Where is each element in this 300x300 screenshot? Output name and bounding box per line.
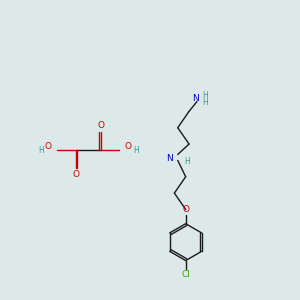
- Text: H: H: [202, 98, 208, 106]
- Text: O: O: [182, 205, 189, 214]
- Text: O: O: [125, 142, 132, 151]
- Text: O: O: [98, 121, 104, 130]
- Text: O: O: [72, 170, 79, 179]
- Text: N: N: [167, 154, 173, 163]
- Text: H: H: [38, 146, 43, 154]
- Text: N: N: [192, 94, 199, 103]
- Text: H: H: [133, 146, 139, 154]
- Text: O: O: [45, 142, 52, 151]
- Text: H: H: [184, 158, 190, 166]
- Text: H: H: [202, 91, 208, 100]
- Text: Cl: Cl: [181, 270, 190, 279]
